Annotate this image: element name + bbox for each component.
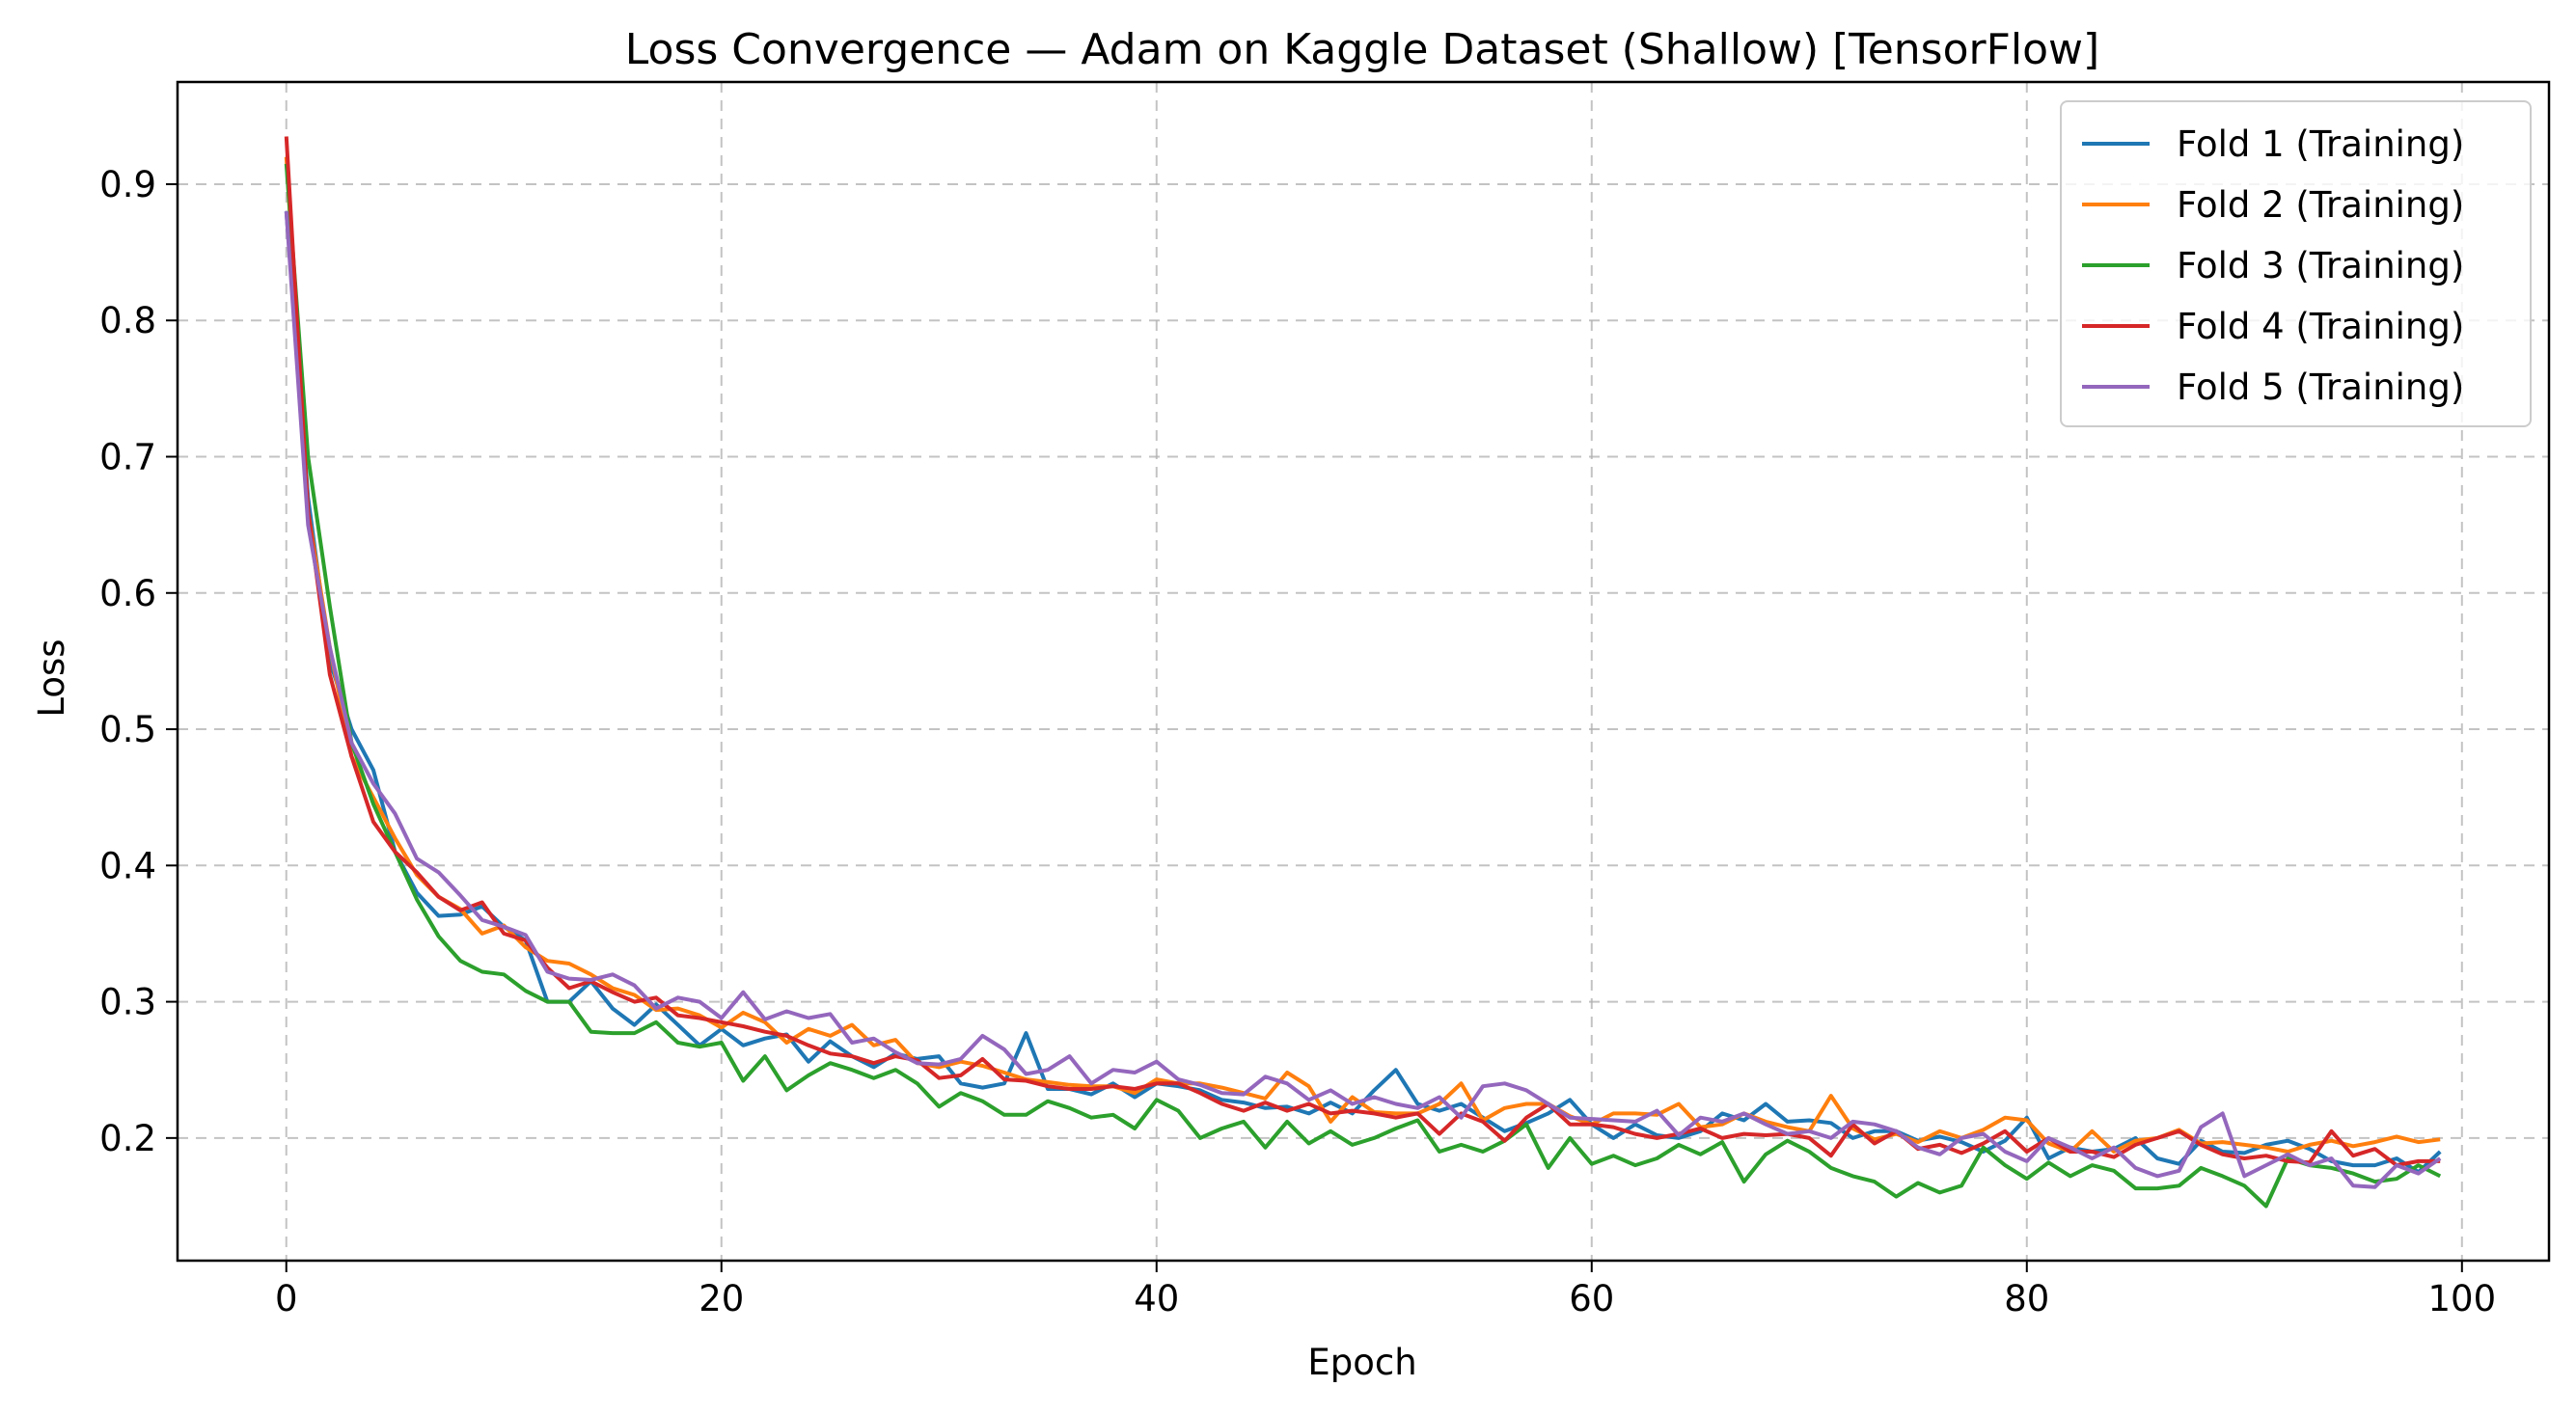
x-tick-label: 40 <box>1134 1278 1179 1319</box>
chart-title: Loss Convergence — Adam on Kaggle Datase… <box>625 25 2099 74</box>
y-tick-label: 0.7 <box>99 436 156 477</box>
y-tick-label: 0.4 <box>99 845 156 886</box>
y-tick-label: 0.8 <box>99 300 156 341</box>
series-line-fold-5 <box>284 211 2442 1189</box>
legend-label-fold-5: Fold 5 (Training) <box>2177 367 2464 408</box>
x-tick-label: 80 <box>2004 1278 2049 1319</box>
series-lines <box>284 136 2442 1209</box>
x-tick-label: 60 <box>1569 1278 1614 1319</box>
y-tick-label: 0.2 <box>99 1118 156 1159</box>
legend-box <box>2060 100 2532 427</box>
legend-label-fold-4: Fold 4 (Training) <box>2177 306 2464 347</box>
grid-lines <box>178 82 2549 1261</box>
legend-label-fold-1: Fold 1 (Training) <box>2177 123 2464 165</box>
x-tick-label: 0 <box>275 1278 298 1319</box>
x-tick-label: 100 <box>2427 1278 2496 1319</box>
x-axis-label: Epoch <box>1307 1342 1416 1383</box>
y-tick-label: 0.3 <box>99 982 156 1023</box>
x-tick-label: 20 <box>699 1278 744 1319</box>
y-axis-ticks: 0.2 0.3 0.4 0.5 0.6 0.7 0.8 0.9 <box>99 164 178 1159</box>
plot-area-frame <box>176 80 2551 1263</box>
y-tick-label: 0.5 <box>99 709 156 750</box>
y-tick-label: 0.9 <box>99 164 156 205</box>
x-axis-ticks: 0 20 40 60 80 100 <box>275 1261 2496 1319</box>
y-axis-label: Loss <box>31 639 72 717</box>
series-line-fold-2 <box>284 156 2441 1154</box>
legend-label-fold-3: Fold 3 (Training) <box>2177 245 2464 286</box>
legend: Fold 1 (Training) Fold 2 (Training) Fold 3… <box>2060 100 2532 427</box>
y-tick-label: 0.6 <box>99 573 156 614</box>
series-line-fold-3 <box>284 163 2442 1209</box>
legend-label-fold-2: Fold 2 (Training) <box>2177 184 2464 226</box>
